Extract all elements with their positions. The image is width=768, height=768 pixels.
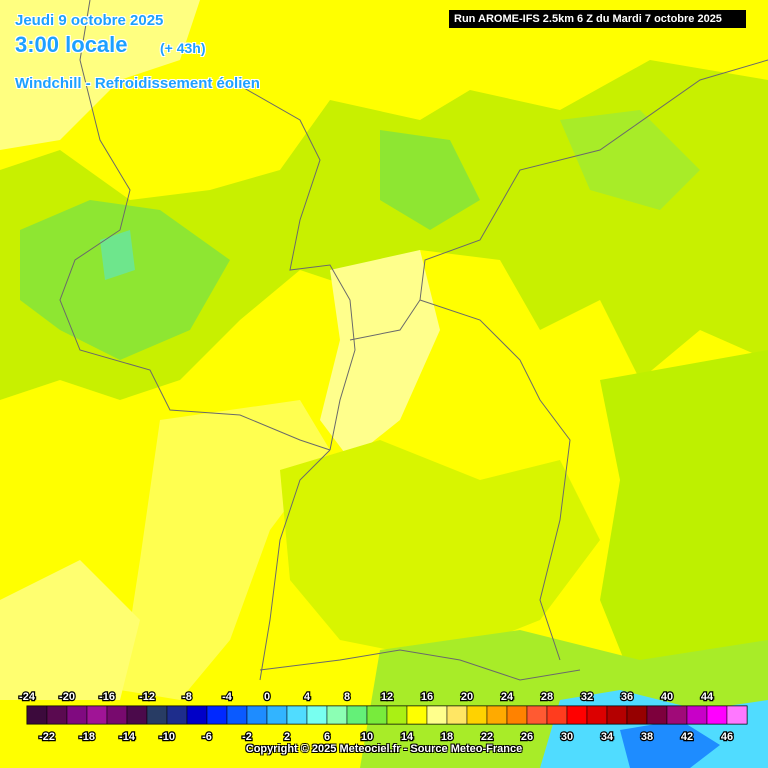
colorbar-label: 22 bbox=[481, 731, 493, 743]
colorbar-swatch bbox=[26, 705, 48, 725]
colorbar-label: -14 bbox=[119, 731, 136, 743]
parameter: Windchill - Refroidissement éolien bbox=[15, 75, 260, 92]
colorbar: -24-22-20-18-16-14-12-10-8-6-4-202468101… bbox=[18, 690, 748, 744]
colorbar-label: 16 bbox=[421, 691, 433, 703]
colorbar-label: 24 bbox=[501, 691, 514, 703]
colorbar-label: 34 bbox=[601, 731, 614, 743]
colorbar-label: -4 bbox=[222, 691, 233, 703]
green-area bbox=[600, 350, 768, 700]
borders bbox=[59, 0, 768, 681]
colorbar-label: -18 bbox=[79, 731, 95, 743]
colorbar-swatch bbox=[86, 705, 108, 725]
colorbar-label: -6 bbox=[202, 731, 212, 743]
colorbar-label: 14 bbox=[401, 731, 414, 743]
colorbar-swatch bbox=[646, 705, 668, 725]
colorbar-label: 28 bbox=[541, 691, 553, 703]
colorbar-swatch bbox=[326, 705, 348, 725]
colorbar-label: -16 bbox=[99, 691, 115, 703]
colorbar-label: -2 bbox=[242, 731, 252, 743]
colorbar-swatch bbox=[126, 705, 148, 725]
green-area bbox=[560, 110, 700, 210]
colorbar-swatch bbox=[66, 705, 88, 725]
colorbar-label: 4 bbox=[304, 691, 311, 703]
colorbar-swatch bbox=[446, 705, 468, 725]
colorbar-swatch bbox=[686, 705, 708, 725]
colorbar-swatch bbox=[106, 705, 128, 725]
colorbar-label: 44 bbox=[701, 691, 714, 703]
date: Jeudi 9 octobre 2025 bbox=[15, 12, 164, 29]
colorbar-label: 32 bbox=[581, 691, 593, 703]
colorbar-swatch bbox=[426, 705, 448, 725]
colorbar-swatch bbox=[46, 705, 68, 725]
colorbar-label: -12 bbox=[139, 691, 155, 703]
colorbar-label: -20 bbox=[59, 691, 75, 703]
colorbar-swatch bbox=[526, 705, 548, 725]
colorbar-swatch bbox=[666, 705, 688, 725]
mild-area bbox=[0, 0, 200, 150]
colorbar-label: 36 bbox=[621, 691, 633, 703]
colorbar-swatch bbox=[546, 705, 568, 725]
colorbar-label: -24 bbox=[19, 691, 36, 703]
colorbar-swatch bbox=[266, 705, 288, 725]
colorbar-label: 18 bbox=[441, 731, 453, 743]
colorbar-swatch bbox=[186, 705, 208, 725]
mild-area bbox=[0, 560, 140, 700]
colorbar-swatch bbox=[166, 705, 188, 725]
green-area bbox=[380, 130, 480, 230]
colorbar-swatch bbox=[586, 705, 608, 725]
colorbar-swatch bbox=[306, 705, 328, 725]
colorbar-label: 6 bbox=[324, 731, 330, 743]
colorbar-label: 46 bbox=[721, 731, 733, 743]
colorbar-swatch bbox=[486, 705, 508, 725]
time: 3:00 locale bbox=[15, 32, 128, 57]
green-area bbox=[20, 200, 230, 360]
colorbar-swatch bbox=[406, 705, 428, 725]
colorbar-label: -8 bbox=[182, 691, 192, 703]
colorbar-label: 40 bbox=[661, 691, 673, 703]
colorbar-label: 26 bbox=[521, 731, 533, 743]
copyright: Copyright © 2025 Meteociel.fr - Source M… bbox=[245, 743, 523, 755]
mild-area bbox=[120, 400, 330, 700]
colorbar-swatch bbox=[566, 705, 588, 725]
colorbar-swatch bbox=[366, 705, 388, 725]
colorbar-swatch bbox=[226, 705, 248, 725]
colorbar-label: 42 bbox=[681, 731, 693, 743]
colorbar-label: 20 bbox=[461, 691, 473, 703]
colorbar-swatch bbox=[206, 705, 228, 725]
colorbar-label: 12 bbox=[381, 691, 393, 703]
colorbar-swatch bbox=[726, 705, 748, 725]
colorbar-label: 8 bbox=[344, 691, 350, 703]
colorbar-label: 0 bbox=[264, 691, 270, 703]
colorbar-swatch bbox=[346, 705, 368, 725]
run-info: Run AROME-IFS 2.5km 6 Z du Mardi 7 octob… bbox=[449, 10, 746, 28]
colorbar-label: 10 bbox=[361, 731, 373, 743]
colorbar-swatch bbox=[606, 705, 628, 725]
colorbar-label: -22 bbox=[39, 731, 55, 743]
colorbar-swatch bbox=[506, 705, 528, 725]
colorbar-label: 30 bbox=[561, 731, 573, 743]
colorbar-label: 2 bbox=[284, 731, 290, 743]
colorbar-label: -10 bbox=[159, 731, 175, 743]
colorbar-swatch bbox=[146, 705, 168, 725]
colorbar-label: 38 bbox=[641, 731, 653, 743]
cool-area bbox=[100, 230, 135, 280]
colorbar-swatch bbox=[386, 705, 408, 725]
colorbar-swatch bbox=[626, 705, 648, 725]
colorbar-swatch bbox=[246, 705, 268, 725]
green-area bbox=[280, 440, 600, 660]
alpine-area bbox=[620, 720, 720, 768]
colorbar-swatch bbox=[286, 705, 308, 725]
colorbar-swatch bbox=[706, 705, 728, 725]
forecast-offset: (+ 43h) bbox=[160, 40, 206, 56]
colorbar-swatch bbox=[466, 705, 488, 725]
